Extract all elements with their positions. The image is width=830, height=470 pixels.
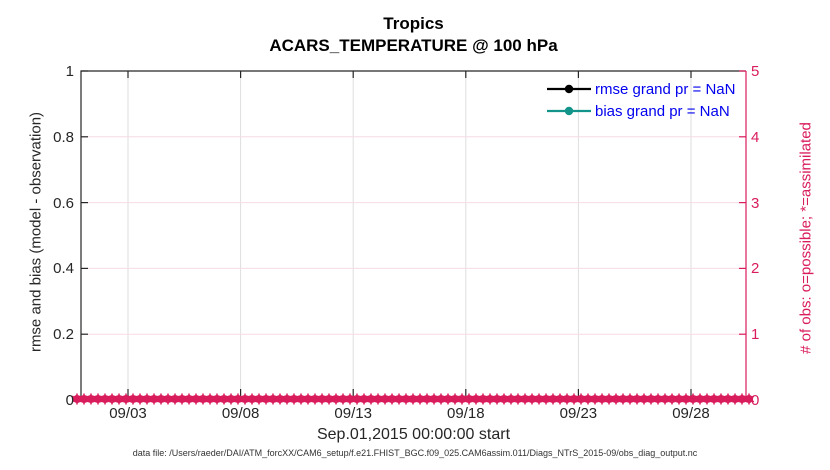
- y-right-tick-label: 4: [751, 128, 760, 146]
- legend-sample-line-icon: [547, 84, 591, 94]
- y-right-tick-label: 1: [751, 326, 760, 344]
- chart-title: Tropics: [383, 14, 444, 33]
- x-tick-label: 09/08: [221, 405, 260, 422]
- y-left-tick-label: 0.8: [53, 128, 74, 146]
- x-tick-label: 09/18: [447, 405, 485, 422]
- x-axis-label: Sep.01,2015 00:00:00 start: [316, 426, 511, 443]
- legend-entry: bias grand pr = NaN: [547, 100, 735, 122]
- y-left-tick-label: 0.2: [53, 326, 74, 344]
- legend-entry-label: rmse grand pr = NaN: [595, 80, 736, 98]
- y-left-tick-label: 0.4: [53, 260, 74, 278]
- y-right-tick-label: 5: [751, 63, 760, 80]
- x-tick-label: 09/23: [559, 405, 598, 422]
- x-tick-label: 09/28: [672, 405, 710, 422]
- chart-subtitle: ACARS_TEMPERATURE @ 100 hPa: [269, 36, 558, 55]
- legend-entry: rmse grand pr = NaN: [547, 78, 735, 100]
- y-right-tick-label: 0: [751, 392, 760, 409]
- gridlines: [81, 71, 746, 400]
- legend-sample-line-icon: [547, 106, 591, 116]
- caption-datafile: data file: /Users/raeder/DAI/ATM_forcXX/…: [132, 448, 698, 458]
- x-tick-label: 09/13: [334, 405, 372, 422]
- right-axis: [739, 70, 747, 401]
- y-left-tick-label: 0.6: [53, 194, 74, 212]
- y-right-tick-label: 3: [751, 194, 760, 212]
- y-axis-label-left: rmse and bias (model - observation): [27, 111, 45, 353]
- legend-entry-label: bias grand pr = NaN: [595, 102, 730, 120]
- y-axis-label-right: # of obs: o=possible; *=assimilated: [797, 122, 815, 354]
- y-left-tick-label: 0: [65, 392, 74, 409]
- x-tick-label: 09/03: [109, 405, 147, 422]
- y-left-tick-label: 1: [65, 63, 74, 80]
- legend: rmse grand pr = NaN bias grand pr = NaN: [547, 78, 735, 122]
- obs-count-markers: [71, 393, 755, 405]
- y-right-tick-label: 2: [751, 260, 760, 278]
